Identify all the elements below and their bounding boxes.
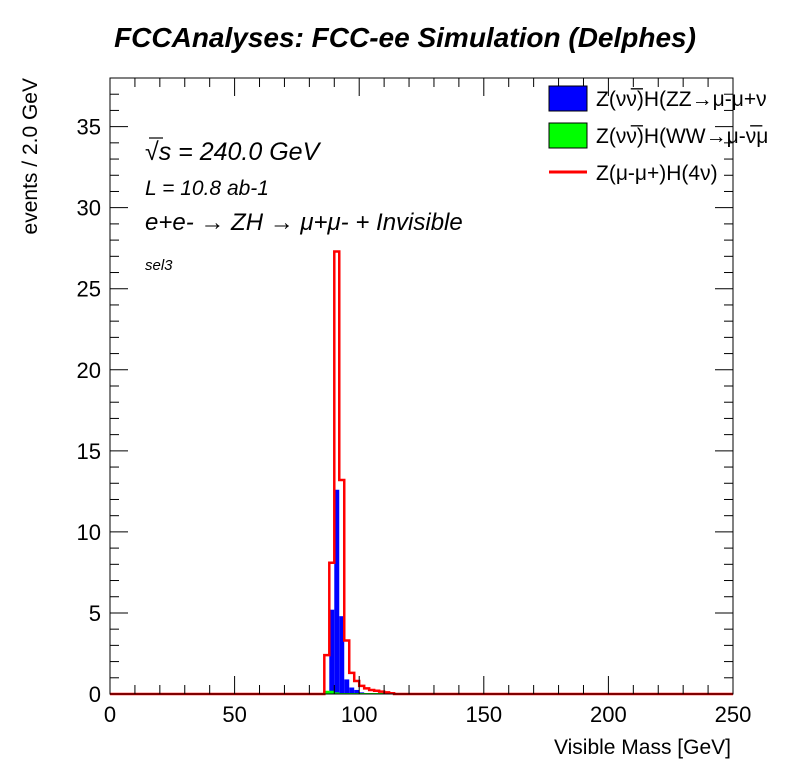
bar-series1-bin0 (324, 690, 330, 694)
process-annotation: e+e- → ZH → μ+μ- + Invisible (145, 209, 463, 236)
bar-series0-bin5 (349, 687, 355, 694)
legend-swatch-1 (548, 122, 588, 149)
y-tick-label: 30 (77, 196, 101, 221)
legend-label-0: Z(νν̅)H(ZZ→μ-μ+ν (596, 88, 767, 111)
legend-swatch-0 (548, 85, 588, 112)
legend-label-2: Z(μ-μ+)H(4ν) (596, 162, 718, 185)
bar-series0-bin1 (329, 609, 335, 694)
x-tick-labels: 0 50 100 150 200 250 (104, 702, 751, 727)
y-tick-label: 20 (77, 358, 101, 383)
bar-series0-bin3 (339, 616, 345, 694)
legend-label-1: Z(νν̅)H(WW→μ-ν̅μ (596, 125, 768, 148)
x-tick-label: 100 (341, 702, 378, 727)
y-tick-labels: 0 5 10 15 20 25 30 35 (77, 115, 101, 707)
y-tick-label: 0 (89, 682, 101, 707)
bar-series0-bin2 (334, 489, 340, 694)
x-tick-label: 0 (104, 702, 116, 727)
legend: Z(νν̅)H(ZZ→μ-μ+ν Z(νν̅)H(WW→μ-ν̅μ Z(μ-μ+)H… (548, 85, 768, 185)
x-tick-label: 200 (590, 702, 627, 727)
lumi-annotation: L = 10.8 ab-1 (145, 177, 269, 200)
bar-series0-bin6 (354, 689, 360, 694)
y-tick-label: 35 (77, 115, 101, 140)
y-axis-label: events / 2.0 GeV (19, 78, 42, 234)
bar-series1-bin1 (329, 690, 335, 694)
x-axis-label: Visible Mass [GeV] (554, 736, 731, 759)
sqrt-s-annotation: √s = 240.0 GeV (145, 138, 322, 166)
y-tick-label: 25 (77, 277, 101, 302)
histogram-lines (110, 250, 733, 696)
bar-series0-bin4 (344, 679, 350, 694)
axis-ticks (109, 78, 734, 695)
x-tick-label: 250 (715, 702, 752, 727)
line-series2 (110, 250, 733, 696)
y-tick-label: 5 (89, 601, 101, 626)
x-tick-label: 50 (222, 702, 246, 727)
x-tick-label: 150 (465, 702, 502, 727)
y-tick-label: 10 (77, 520, 101, 545)
chart-title: FCCAnalyses: FCC-ee Simulation (Delphes) (114, 22, 696, 53)
selection-annotation: sel3 (145, 257, 173, 274)
y-tick-label: 15 (77, 439, 101, 464)
